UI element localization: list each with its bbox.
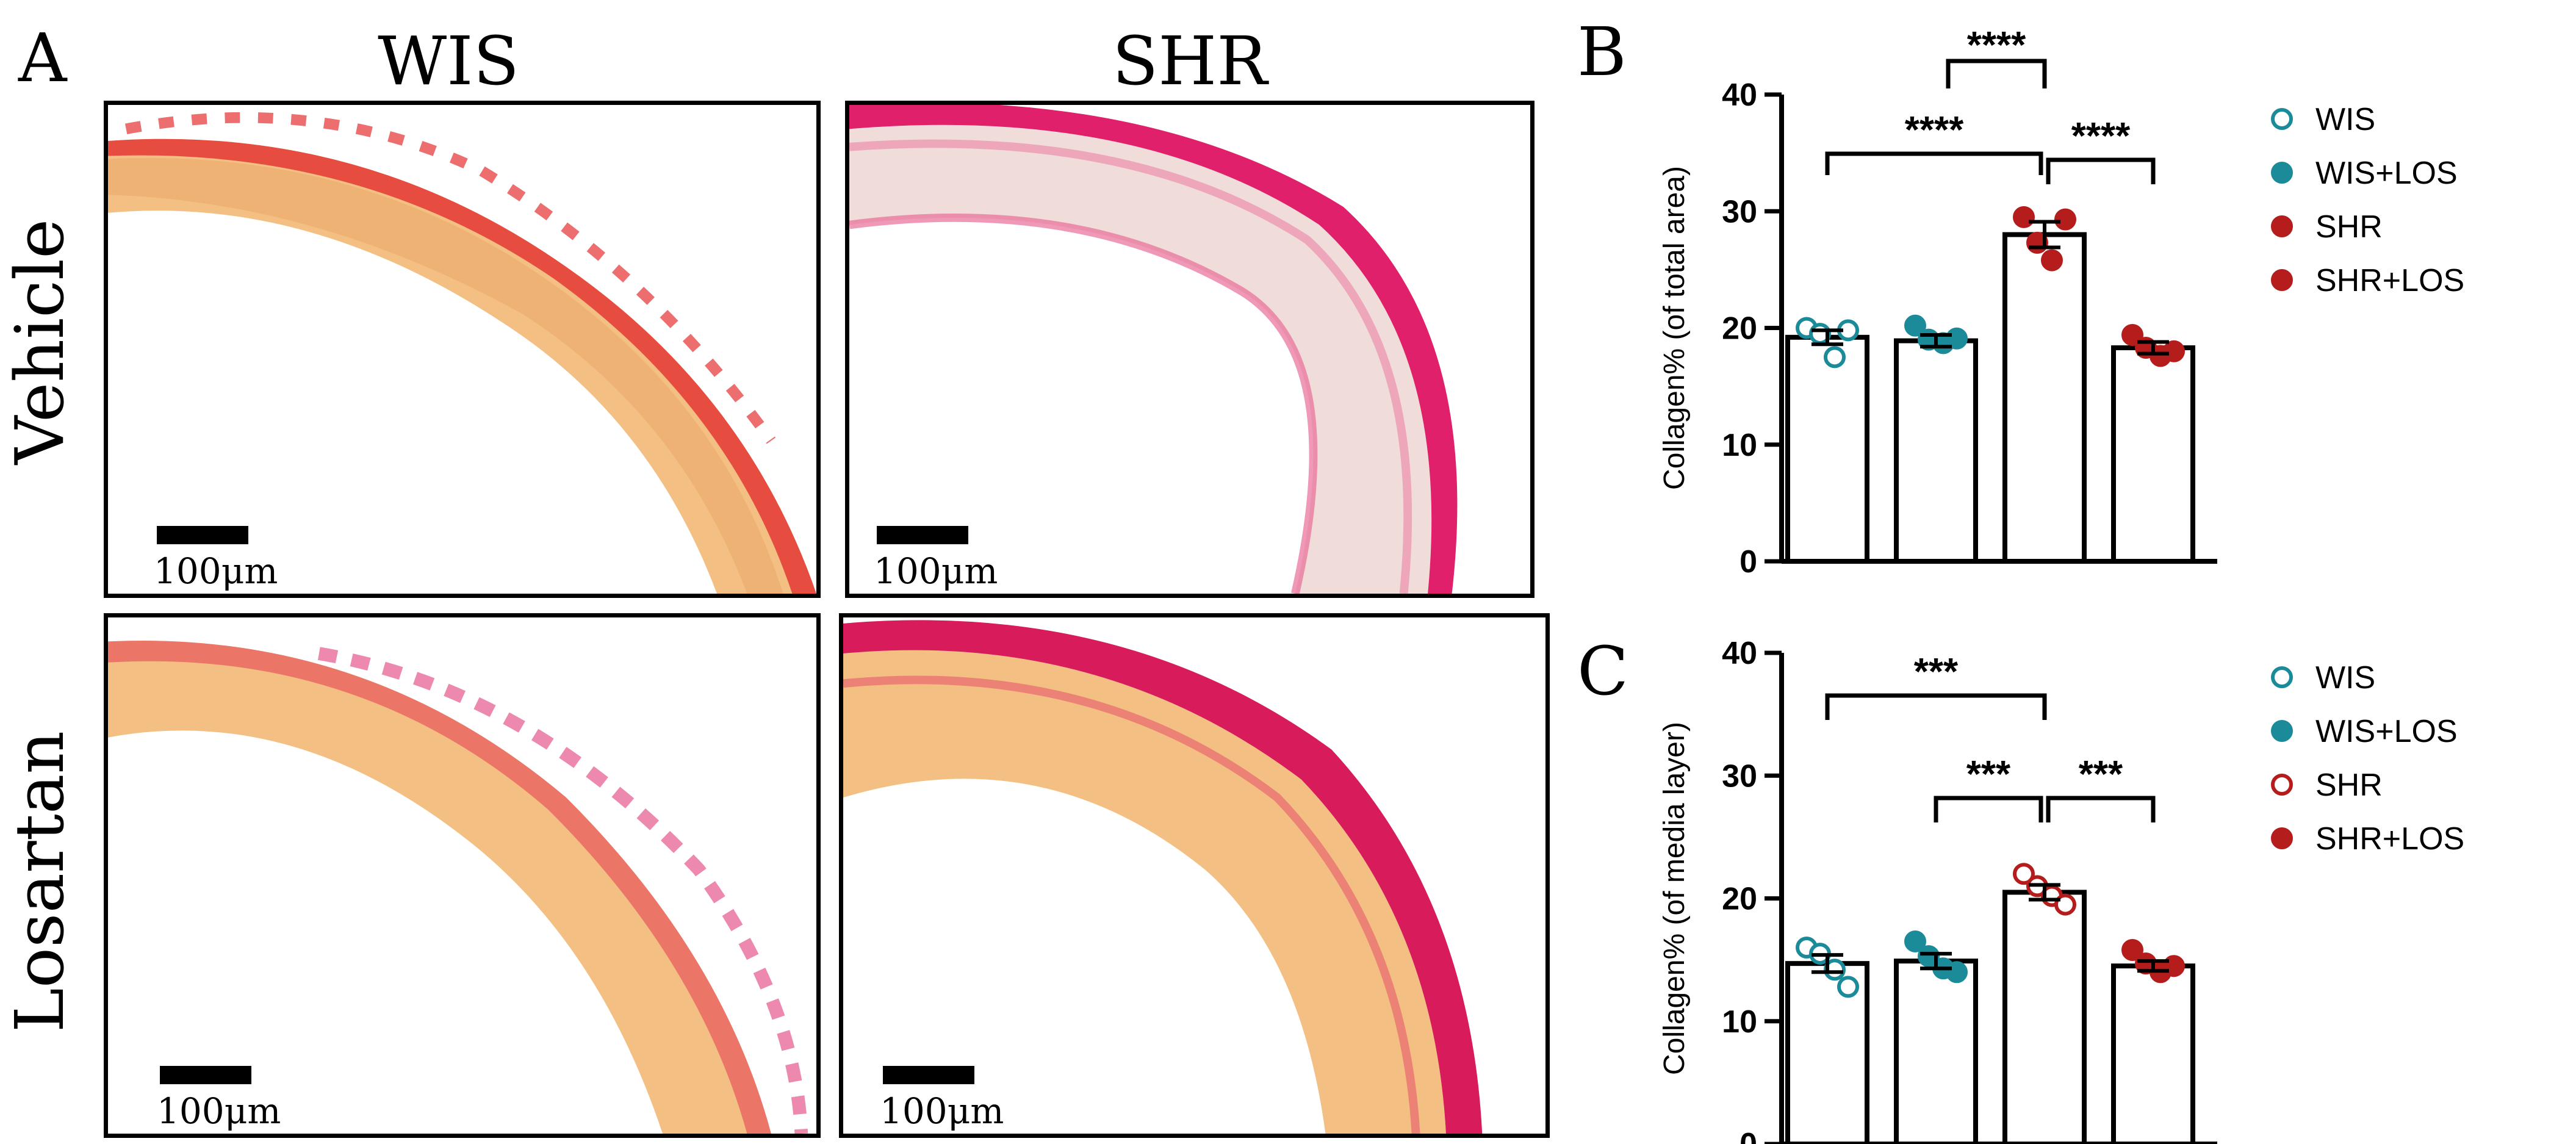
legend-label: SHR xyxy=(2315,209,2383,245)
significance-label: *** xyxy=(1966,754,2011,796)
y-tick-label: 0 xyxy=(1740,1127,1757,1144)
y-tick-label: 20 xyxy=(1722,882,1757,917)
significance-label: **** xyxy=(1967,24,2026,67)
tissue-image xyxy=(108,641,808,1134)
legend-label: WIS xyxy=(2315,102,2375,137)
legend-marker xyxy=(2271,108,2293,130)
scale-label: 100μm xyxy=(880,1090,1004,1132)
data-point xyxy=(1946,961,1968,984)
y-tick-label: 40 xyxy=(1722,636,1757,671)
legend-marker xyxy=(2271,720,2293,742)
y-tick-label: 10 xyxy=(1722,428,1757,463)
scale-bar xyxy=(877,526,968,544)
tissue-image xyxy=(108,112,816,594)
y-tick-label: 40 xyxy=(1722,77,1757,113)
bar xyxy=(2002,232,2087,564)
significance-label: **** xyxy=(1905,109,1964,151)
bar xyxy=(2111,963,2195,1144)
column-header-wis: WIS xyxy=(378,22,519,100)
scale-label: 100μm xyxy=(157,1090,281,1132)
significance-label: *** xyxy=(1914,651,1959,693)
legend-marker xyxy=(2271,215,2293,237)
y-tick-label: 30 xyxy=(1722,194,1757,229)
significance-bracket xyxy=(2046,157,2156,184)
bar xyxy=(2002,890,2087,1144)
column-header-shr: SHR xyxy=(1112,22,1268,100)
tissue-image xyxy=(843,620,1483,1134)
legend-marker xyxy=(2271,827,2293,849)
bar xyxy=(1785,334,1869,564)
y-axis-label: Collagen% (of total area) xyxy=(1658,166,1691,490)
micrograph-wis-losartan: 100μm xyxy=(104,613,821,1138)
significance-bracket xyxy=(2046,796,2156,822)
micrograph-shr-losartan: 100μm xyxy=(839,613,1550,1138)
significance-bracket xyxy=(1825,693,2047,720)
significance-bracket xyxy=(1825,151,2043,175)
legend-label: SHR+LOS xyxy=(2315,821,2464,857)
y-tick-label: 30 xyxy=(1722,758,1757,794)
micrograph-shr-vehicle: 100μm xyxy=(845,101,1534,598)
chart-panel-c: 0 10 20 30 40 Collagen% (of media layer) WIS WI… xyxy=(1658,636,2464,1144)
chart-panel-b: 0 10 20 30 40 Collagen% (of total area) WIS WIS… xyxy=(1658,24,2464,580)
significance-bracket xyxy=(1946,59,2047,88)
data-point xyxy=(1824,346,1846,369)
micrograph-wis-vehicle: 100μm xyxy=(104,101,821,598)
legend-label: SHR+LOS xyxy=(2315,263,2464,298)
data-point xyxy=(2163,340,2185,362)
bar xyxy=(2111,345,2195,564)
scale-label: 100μm xyxy=(874,550,998,592)
scale-label: 100μm xyxy=(154,550,278,592)
data-point xyxy=(2013,206,2035,228)
panel-letter-c: C xyxy=(1577,632,1629,710)
tissue-image xyxy=(849,105,1458,594)
data-point xyxy=(1904,314,1926,337)
panel-letter-a: A xyxy=(18,19,67,97)
data-point xyxy=(1904,930,1926,952)
legend-label: WIS+LOS xyxy=(2315,714,2458,749)
panel-letter-b: B xyxy=(1577,13,1627,91)
data-point xyxy=(2041,249,2063,272)
data-point xyxy=(1946,327,1968,350)
data-point xyxy=(1837,976,1859,998)
scale-bar xyxy=(883,1066,974,1084)
data-point xyxy=(2163,955,2185,977)
significance-bracket xyxy=(1934,796,2043,822)
data-point xyxy=(2054,208,2076,231)
legend-label: WIS xyxy=(2315,660,2375,696)
legend-marker xyxy=(2271,269,2293,291)
bar xyxy=(1894,959,1978,1144)
bar xyxy=(1894,338,1978,564)
legend-marker xyxy=(2271,162,2293,184)
y-tick-label: 20 xyxy=(1722,311,1757,347)
row-header-vehicle: Vehicle xyxy=(1,218,79,465)
y-tick-label: 10 xyxy=(1722,1004,1757,1040)
legend-label: SHR xyxy=(2315,768,2383,803)
scale-bar xyxy=(157,526,248,544)
legend-marker xyxy=(2271,666,2293,688)
data-point xyxy=(2013,863,2035,885)
y-axis-label: Collagen% (of media layer) xyxy=(1658,722,1691,1075)
significance-label: **** xyxy=(2071,115,2131,157)
y-tick-label: 0 xyxy=(1740,544,1757,580)
legend-marker xyxy=(2271,774,2293,796)
data-point xyxy=(2054,893,2076,916)
significance-label: *** xyxy=(2079,754,2123,796)
legend-label: WIS+LOS xyxy=(2315,156,2458,191)
data-point xyxy=(2121,323,2143,346)
data-point xyxy=(2121,939,2143,962)
scale-bar xyxy=(160,1066,251,1084)
row-header-losartan: Losartan xyxy=(1,730,79,1033)
